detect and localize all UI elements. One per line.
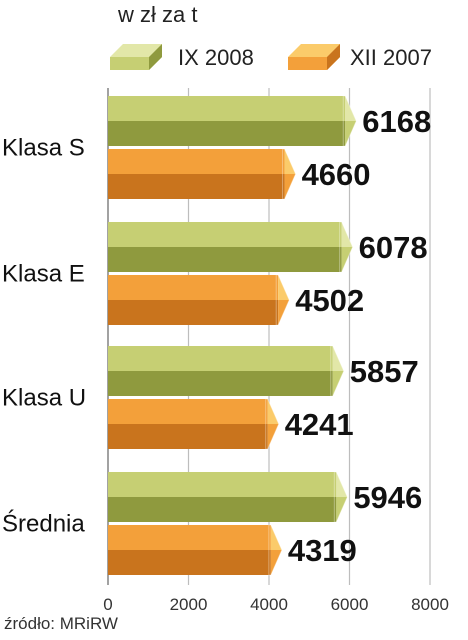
category-label: Średnia	[2, 510, 85, 538]
bar-value-label: 6078	[359, 230, 428, 265]
bar-cap-edge	[268, 524, 283, 576]
source-note: źródło: MRiRW	[4, 614, 118, 633]
bar-cap-bottom	[332, 371, 344, 396]
bar-face-top	[108, 149, 285, 174]
bar-face-top	[108, 96, 346, 121]
unit-label: w zł za t	[118, 2, 198, 27]
bar-face-bottom	[108, 497, 337, 522]
bar-face-top	[108, 525, 271, 550]
bar-cap-bottom	[336, 497, 348, 522]
bar-value-label: 6168	[362, 104, 431, 139]
legend-swatch-side	[327, 44, 340, 70]
bar-cap-edge	[282, 148, 297, 200]
bar: 4319	[108, 524, 357, 576]
bar-value-label: 4660	[302, 157, 371, 192]
legend-item-0: IX 2008	[110, 44, 254, 70]
bar-face-top	[108, 346, 333, 371]
bar: 6078	[108, 221, 428, 273]
legend-swatch-top	[288, 44, 340, 57]
bar-cap-top	[278, 275, 290, 300]
bar-cap-edge	[265, 398, 280, 450]
bar-face-bottom	[108, 174, 285, 199]
bar: 4502	[108, 274, 364, 326]
category-label: Klasa S	[2, 135, 85, 162]
category-label: Klasa E	[2, 261, 85, 288]
category-group-3: Średnia 5946 4319	[2, 471, 422, 576]
category-group-2: Klasa U 5857 4241	[2, 345, 419, 450]
legend-label: XII 2007	[350, 45, 432, 70]
bar-face-bottom	[108, 371, 333, 396]
bar-cap-edge	[339, 221, 354, 273]
x-tick-label: 0	[103, 595, 112, 614]
bar-face-bottom	[108, 247, 342, 272]
bar-face-top	[108, 222, 342, 247]
bar-face-bottom	[108, 300, 279, 325]
bar-cap-bottom	[278, 300, 290, 325]
category-group-0: Klasa S 6168 4660	[2, 95, 431, 200]
x-tick-label: 2000	[170, 595, 208, 614]
bar: 5857	[108, 345, 419, 397]
x-tick-label: 4000	[250, 595, 288, 614]
legend-swatch-side	[149, 44, 162, 70]
bar-face-top	[108, 275, 279, 300]
bar-cap-bottom	[345, 121, 357, 146]
legend-label: IX 2008	[178, 45, 254, 70]
bar-cap-top	[267, 399, 279, 424]
bar-face-top	[108, 472, 337, 497]
bar-cap-top	[341, 222, 353, 247]
bar-value-label: 5946	[353, 480, 422, 515]
bar-face-bottom	[108, 550, 271, 575]
category-label: Klasa U	[2, 385, 86, 412]
category-group-1: Klasa E 6078 4502	[2, 221, 428, 326]
bar-cap-edge	[333, 471, 348, 523]
bar-cap-top	[270, 525, 282, 550]
bar-cap-top	[284, 149, 296, 174]
bar: 4660	[108, 148, 371, 200]
bar-cap-edge	[342, 95, 357, 147]
bar-face-bottom	[108, 424, 268, 449]
legend-item-1: XII 2007	[288, 44, 432, 70]
bar-value-label: 4319	[288, 533, 357, 568]
bar-cap-bottom	[284, 174, 296, 199]
bar-value-label: 4502	[295, 283, 364, 318]
bar-cap-top	[332, 346, 344, 371]
bar: 6168	[108, 95, 431, 147]
bar-value-label: 4241	[285, 407, 354, 442]
bar-cap-top	[345, 96, 357, 121]
bar-cap-top	[336, 472, 348, 497]
bar-face-bottom	[108, 121, 346, 146]
bar-face-top	[108, 399, 268, 424]
bar-cap-bottom	[270, 550, 282, 575]
bar-cap-bottom	[341, 247, 353, 272]
bar-cap-edge	[275, 274, 290, 326]
x-tick-label: 8000	[411, 595, 449, 614]
bar: 5946	[108, 471, 422, 523]
legend-swatch-top	[110, 44, 162, 57]
bar-cap-edge	[330, 345, 345, 397]
bar-cap-bottom	[267, 424, 279, 449]
bar-value-label: 5857	[350, 354, 419, 389]
bar: 4241	[108, 398, 354, 450]
x-tick-label: 6000	[331, 595, 369, 614]
